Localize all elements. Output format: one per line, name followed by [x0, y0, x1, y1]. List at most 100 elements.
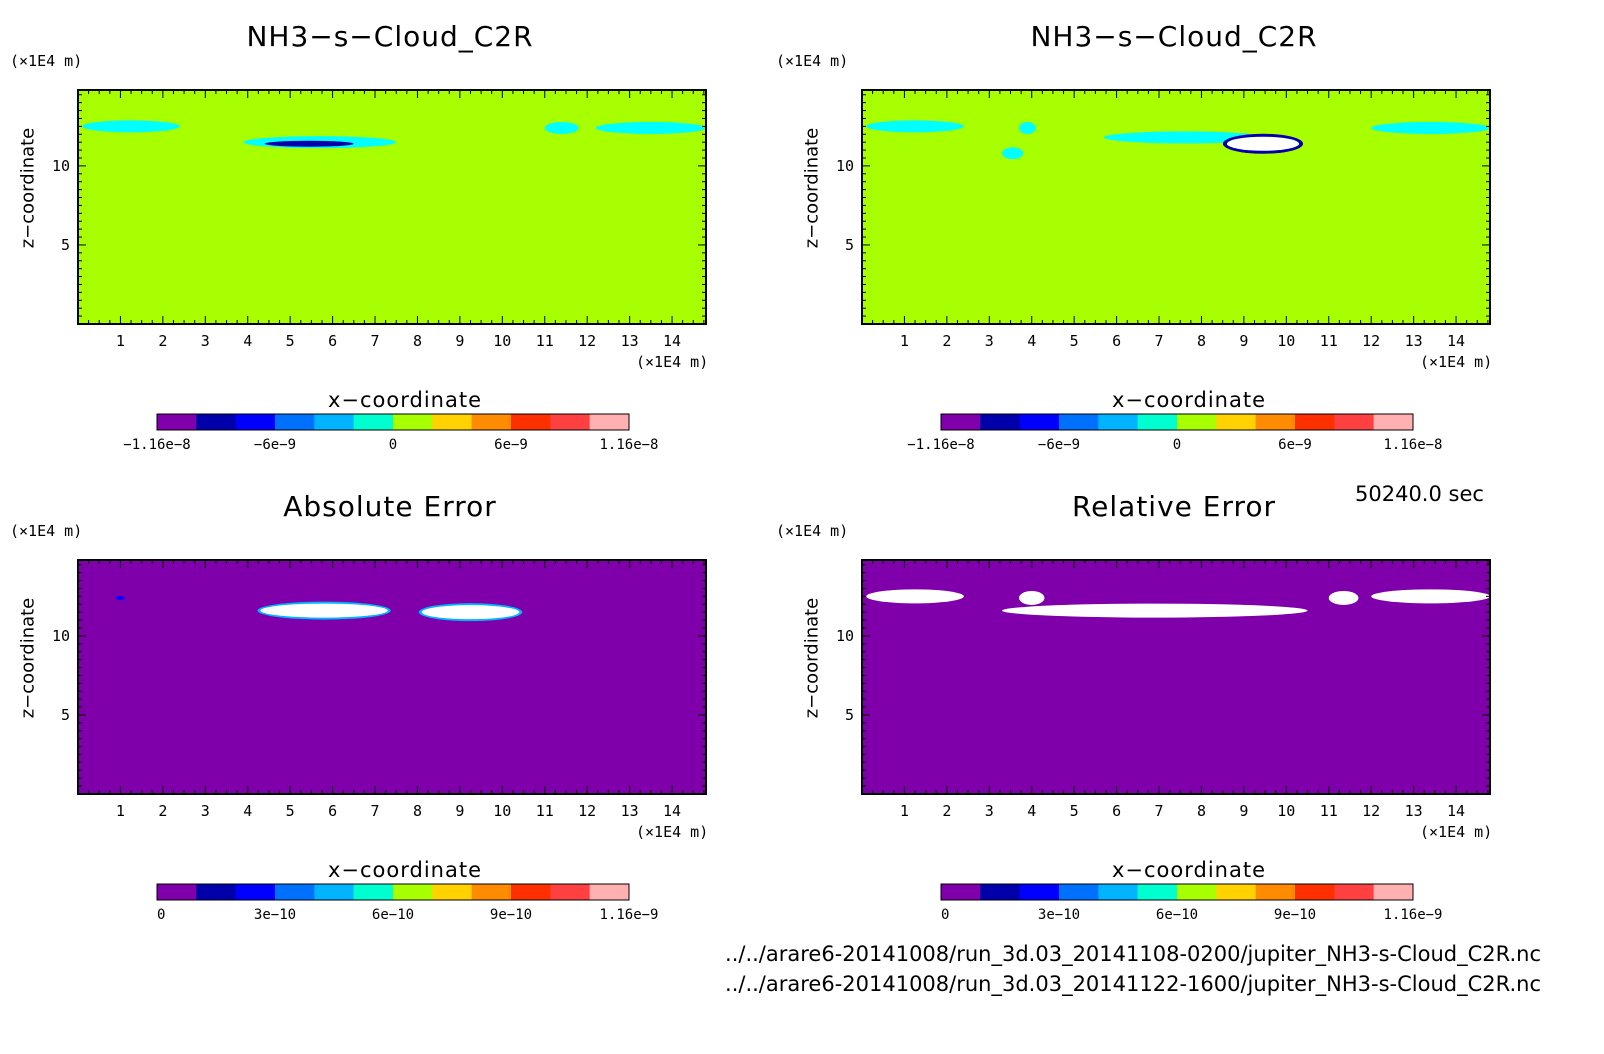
y-tick-label: 5 — [61, 706, 70, 724]
feature-blob — [1002, 147, 1024, 160]
colorbar-swatch — [1334, 414, 1375, 430]
x-tick-label: 1 — [116, 332, 125, 350]
colorbar-swatch — [1255, 884, 1296, 900]
colorbar-tick-label: 3e−10 — [1038, 907, 1080, 923]
colorbar-swatch — [589, 884, 630, 900]
x-tick-label: 10 — [493, 802, 511, 820]
colorbar-swatch — [353, 414, 394, 430]
x-tick-label: 1 — [116, 802, 125, 820]
feature-blob — [1002, 603, 1308, 618]
time-label: 50240.0 sec — [1355, 482, 1484, 506]
colorbar-swatch — [196, 884, 237, 900]
x-tick-label: 6 — [328, 802, 337, 820]
colorbar-swatch — [980, 884, 1021, 900]
colorbar-swatch — [1098, 414, 1139, 430]
y-tick-label: 5 — [61, 236, 70, 254]
x-unit: (×1E4 m) — [636, 353, 709, 371]
plot-frame — [77, 89, 707, 325]
colorbar-swatch — [511, 414, 551, 430]
colorbar-tick-label: 0 — [941, 907, 949, 923]
colorbar-frame — [156, 413, 630, 431]
colorbar-swatch — [511, 884, 551, 900]
x-tick-label: 6 — [1112, 802, 1121, 820]
x-tick-label: 4 — [243, 802, 252, 820]
x-tick-label: 13 — [621, 332, 639, 350]
x-tick-label: 13 — [621, 802, 639, 820]
x-tick-label: 8 — [1197, 332, 1206, 350]
x-tick-label: 6 — [328, 332, 337, 350]
x-unit: (×1E4 m) — [636, 823, 709, 841]
feature-blob — [260, 603, 388, 618]
colorbar-swatch — [1059, 884, 1099, 900]
x-tick-label: 10 — [1277, 802, 1295, 820]
x-tick-label: 9 — [455, 332, 464, 350]
x-tick-label: 11 — [536, 332, 554, 350]
x-tick-label: 7 — [1155, 332, 1164, 350]
colorbar-tick-label: 6e−10 — [1156, 907, 1198, 923]
colorbar-swatch — [157, 884, 197, 900]
x-tick-label: 11 — [536, 802, 554, 820]
colorbar-swatch — [1255, 414, 1296, 430]
x-tick-label: 6 — [1112, 332, 1121, 350]
feature-blob — [264, 140, 354, 147]
colorbar-tick-label: 6e−9 — [494, 437, 528, 453]
x-tick-label: 5 — [286, 332, 295, 350]
x-tick-label: 10 — [493, 332, 511, 350]
panel-title: Relative Error — [1071, 490, 1277, 523]
x-tick-label: 4 — [1027, 802, 1036, 820]
colorbar-swatch — [1334, 884, 1375, 900]
colorbar-swatch — [471, 884, 512, 900]
colorbar-swatch — [275, 884, 315, 900]
y-tick-label: 10 — [836, 627, 854, 645]
feature-blob — [82, 120, 180, 133]
y-unit: (×1E4 m) — [10, 522, 83, 540]
x-tick-label: 2 — [158, 332, 167, 350]
feature-blob — [1328, 590, 1359, 605]
colorbar-swatch — [432, 414, 473, 430]
colorbar-swatch — [157, 414, 197, 430]
colorbar-tick-label: 0 — [157, 907, 165, 923]
colorbar-tick-label: 0 — [1173, 437, 1181, 453]
colorbar-swatch — [196, 414, 237, 430]
feature-blob — [1371, 121, 1490, 134]
feature-blob — [1019, 121, 1036, 134]
panel-title: NH3−s−Cloud_C2R — [1030, 20, 1318, 53]
plot-frame — [77, 559, 707, 795]
field-background — [78, 560, 706, 794]
y-tick-label: 10 — [52, 157, 70, 175]
y-tick-label: 5 — [845, 236, 854, 254]
colorbar-swatch — [471, 414, 512, 430]
colorbar-swatch — [314, 414, 355, 430]
x-tick-label: 8 — [1197, 802, 1206, 820]
x-tick-label: 12 — [578, 802, 596, 820]
colorbar-swatch — [1019, 414, 1060, 430]
colorbar-swatch — [1098, 884, 1139, 900]
x-tick-label: 12 — [1362, 802, 1380, 820]
colorbar-frame — [940, 413, 1414, 431]
panel-relative-error: Relative Error (×1E4 m) (×1E4 m) x−coord… — [776, 470, 1564, 990]
panel-title: Absolute Error — [283, 490, 497, 523]
colorbar-swatch — [1216, 884, 1257, 900]
x-tick-label: 14 — [1447, 332, 1465, 350]
x-tick-label: 2 — [942, 802, 951, 820]
feature-blob — [1226, 136, 1300, 151]
file-path-2: ../../arare6-20141008/run_3d.03_20141122… — [725, 972, 1541, 996]
feature-blob — [1371, 589, 1490, 604]
file-path-1: ../../arare6-20141008/run_3d.03_20141108… — [725, 942, 1541, 966]
x-tick-label: 11 — [1320, 332, 1338, 350]
x-unit: (×1E4 m) — [1420, 823, 1493, 841]
x-axis-label: x−coordinate — [327, 858, 483, 882]
colorbar-swatch — [1216, 414, 1257, 430]
feature-blob — [116, 595, 125, 600]
colorbar-swatch — [235, 884, 276, 900]
x-tick-label: 2 — [158, 802, 167, 820]
colorbar-swatch — [1373, 414, 1414, 430]
feature-blob — [866, 120, 964, 133]
colorbar-swatch — [550, 414, 591, 430]
x-unit: (×1E4 m) — [1420, 353, 1493, 371]
x-tick-label: 2 — [942, 332, 951, 350]
colorbar-tick-label: 9e−10 — [490, 907, 532, 923]
